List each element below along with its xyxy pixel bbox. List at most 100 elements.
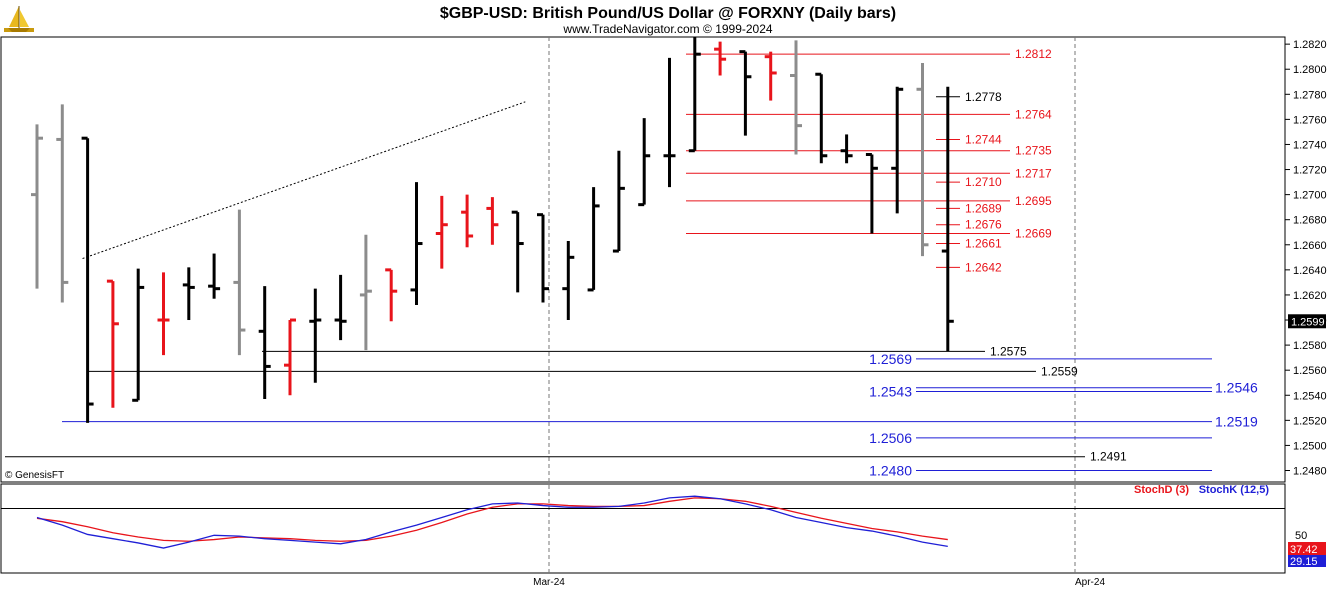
red-level-label: 1.2642	[965, 260, 1002, 274]
ohlc-bar	[916, 62, 929, 257]
ohlc-bar	[435, 195, 448, 269]
red-level-label: 1.2676	[965, 218, 1002, 232]
y-axis-area	[1286, 37, 1336, 573]
ohlc-bar	[764, 51, 777, 101]
y-tick-label: 1.2560	[1293, 365, 1327, 377]
stochastic-lines	[36, 495, 948, 549]
red-level-label: 1.2812	[1015, 47, 1052, 61]
y-tick-label: 1.2780	[1293, 89, 1327, 101]
red-level-label: 1.2717	[1015, 166, 1052, 180]
red-level-label: 1.2661	[965, 237, 1002, 251]
ohlc-bar	[385, 268, 398, 322]
ohlc-bar	[587, 187, 600, 292]
price-panel	[0, 36, 1286, 483]
blue-level-label: 1.2506	[869, 430, 912, 446]
ohlc-bar	[612, 150, 625, 253]
support-resistance-levels: 1.2812 1.2764 1.2744 1.2735 1.2717 1.2710 1.26…	[5, 47, 1258, 479]
ohlc-bar	[562, 241, 575, 321]
blue-level-label: 1.2543	[869, 383, 912, 399]
ohlc-bar	[739, 50, 752, 136]
black-level-label: 1.2559	[1041, 364, 1078, 378]
ohlc-bar	[208, 253, 221, 299]
blue-level-label: 1.2546	[1215, 380, 1258, 396]
ohlc-bar	[790, 40, 802, 155]
chart-subtitle: www.TradeNavigator.com © 1999-2024	[562, 22, 772, 36]
y-tick-label: 1.2820	[1293, 39, 1327, 51]
ohlc-bar	[334, 274, 347, 341]
x-label-mar: Mar-24	[533, 577, 565, 588]
legend-stoch-k: StochK (12,5)	[1199, 484, 1270, 496]
ohlc-bar	[410, 182, 423, 305]
red-level-label: 1.2695	[1015, 194, 1052, 208]
y-tick-label: 1.2540	[1293, 390, 1327, 402]
ohlc-bar	[157, 272, 170, 356]
ohlc-bar	[840, 134, 853, 164]
blue-level-label: 1.2569	[869, 351, 912, 367]
ohlc-bar	[663, 57, 676, 188]
ohlc-bar	[461, 194, 474, 248]
stoch-ref-label: 50	[1295, 530, 1307, 542]
stoch-k-value-box	[1288, 555, 1326, 567]
ohlc-bar	[688, 36, 701, 153]
ohlc-bar	[638, 118, 651, 207]
stoch-d-line	[36, 497, 948, 542]
red-level-label: 1.2669	[1015, 226, 1052, 240]
legend-stoch-d: StochD (3)	[1134, 484, 1189, 496]
stoch-d-value: 37.42	[1290, 544, 1318, 556]
y-tick-label: 1.2500	[1293, 440, 1327, 452]
ohlc-bar	[284, 318, 296, 396]
y-tick-label: 1.2520	[1293, 415, 1327, 427]
red-level-label: 1.2744	[965, 132, 1002, 146]
ohlc-bar	[537, 213, 549, 303]
ohlc-bar	[81, 136, 94, 423]
stoch-k-value: 29.15	[1290, 556, 1318, 568]
last-price-box	[1288, 314, 1326, 329]
black-level-label: 1.2778	[965, 90, 1002, 104]
y-tick-label: 1.2760	[1293, 114, 1327, 126]
x-label-apr: Apr-24	[1075, 577, 1105, 588]
ohlc-bar	[359, 234, 372, 351]
blue-level-label: 1.2519	[1215, 414, 1258, 430]
black-level-label: 1.2491	[1090, 450, 1127, 464]
last-price-label: 1.2599	[1291, 316, 1325, 328]
y-tick-label: 1.2640	[1293, 265, 1327, 277]
ohlc-bar	[106, 279, 119, 408]
black-level-label: 1.2575	[990, 344, 1027, 358]
chart-title: $GBP-USD: British Pound/US Dollar @ FORX…	[440, 5, 896, 22]
y-tick-label: 1.2620	[1293, 290, 1327, 302]
stoch-panel	[0, 483, 1286, 574]
ohlc-bar	[132, 268, 145, 402]
stoch-k-line	[36, 495, 948, 549]
blue-level-label: 1.2480	[869, 463, 912, 479]
y-tick-label: 1.2680	[1293, 215, 1327, 227]
red-level-label: 1.2710	[965, 175, 1002, 189]
ohlc-bar	[865, 152, 878, 234]
y-tick-label: 1.2580	[1293, 340, 1327, 352]
ohlc-bar	[258, 286, 271, 400]
y-tick-label: 1.2660	[1293, 240, 1327, 252]
red-level-label: 1.2764	[1015, 107, 1052, 121]
y-tick-label: 1.2480	[1293, 466, 1327, 478]
ohlc-bar	[31, 124, 43, 289]
red-level-label: 1.2735	[1015, 144, 1052, 158]
ohlc-bar	[56, 104, 69, 303]
y-tick-label: 1.2740	[1293, 139, 1327, 151]
red-level-label: 1.2689	[965, 201, 1002, 215]
logo-icon	[4, 6, 34, 32]
ohlc-bar	[941, 86, 954, 352]
ohlc-bar	[233, 209, 246, 356]
stoch-d-value-box	[1288, 542, 1326, 555]
y-tick-label: 1.2720	[1293, 165, 1327, 177]
ohlc-bar	[511, 210, 524, 293]
ohlc-bar	[714, 41, 727, 76]
y-tick-label: 1.2700	[1293, 190, 1327, 202]
ohlc-bar	[815, 72, 828, 164]
watermark: © GenesisFT	[5, 470, 64, 481]
ohlc-bar	[309, 288, 322, 383]
y-tick-label: 1.2800	[1293, 64, 1327, 76]
ohlc-bar	[891, 86, 904, 214]
price-y-axis: 1.2480 1.2500 1.2520 1.2540 1.2560 1.2580 1.26…	[1285, 39, 1327, 478]
ohlc-bar	[182, 267, 195, 321]
